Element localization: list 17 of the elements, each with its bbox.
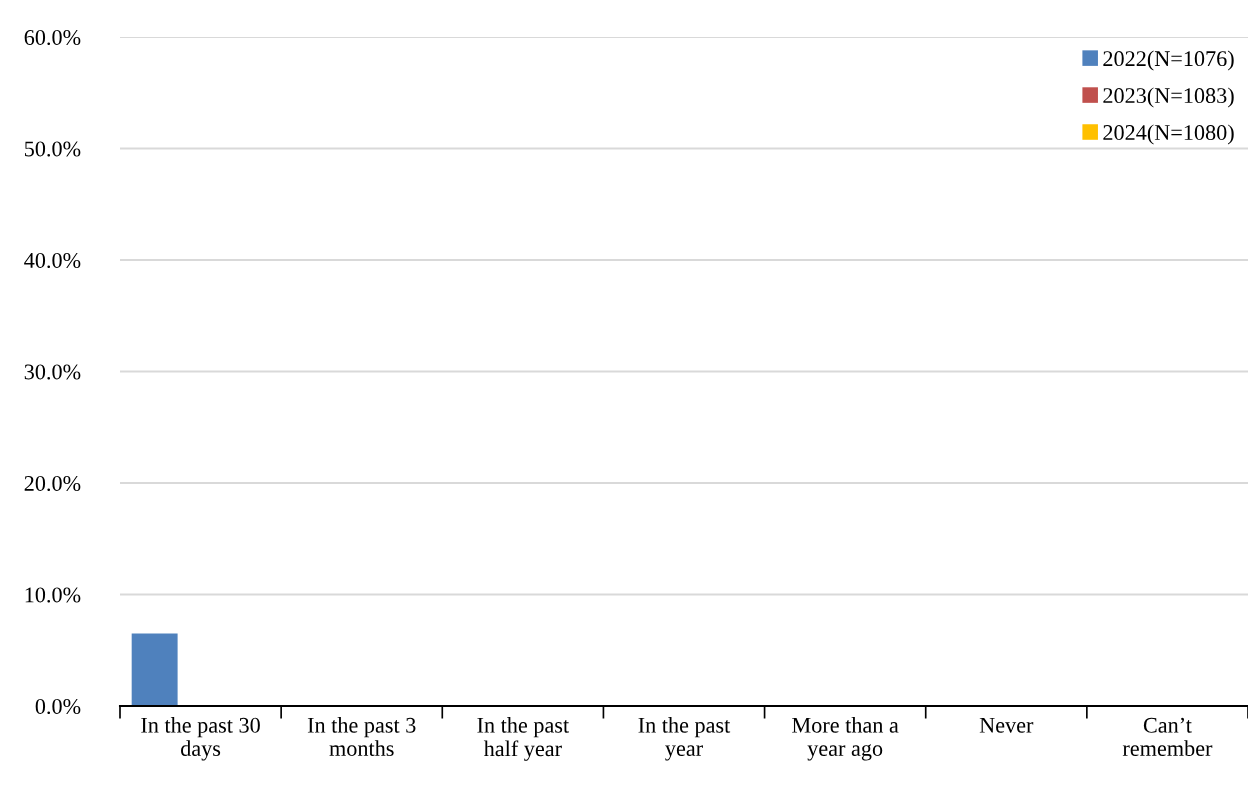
x-tick-label: More than a year ago	[792, 717, 899, 761]
y-tick-label: 20.0%	[24, 475, 81, 492]
x-tick-label: In the past year	[638, 717, 731, 761]
legend-label: 2022(N=1076)	[1103, 50, 1234, 71]
x-tick-label: In the past half year	[477, 717, 570, 761]
y-tick-label: 40.0%	[24, 252, 81, 269]
x-tick-label: In the past 3 months	[307, 717, 416, 756]
legend-label: 2024(N=1080)	[1103, 124, 1234, 145]
y-tick-label: 50.0%	[25, 141, 81, 157]
x-tick-label: In the past 30 days	[141, 717, 260, 761]
x-tick-label: Never	[979, 717, 1034, 733]
y-tick-label: 30.0%	[24, 364, 81, 380]
y-tick-label: 10.0%	[25, 587, 81, 603]
y-tick-label: 0.0%	[35, 698, 81, 715]
legend-label: 2023(N=1083)	[1103, 87, 1234, 108]
y-tick-label: 60.0%	[24, 29, 81, 46]
x-tick-label: Can’t remember	[1122, 717, 1213, 756]
